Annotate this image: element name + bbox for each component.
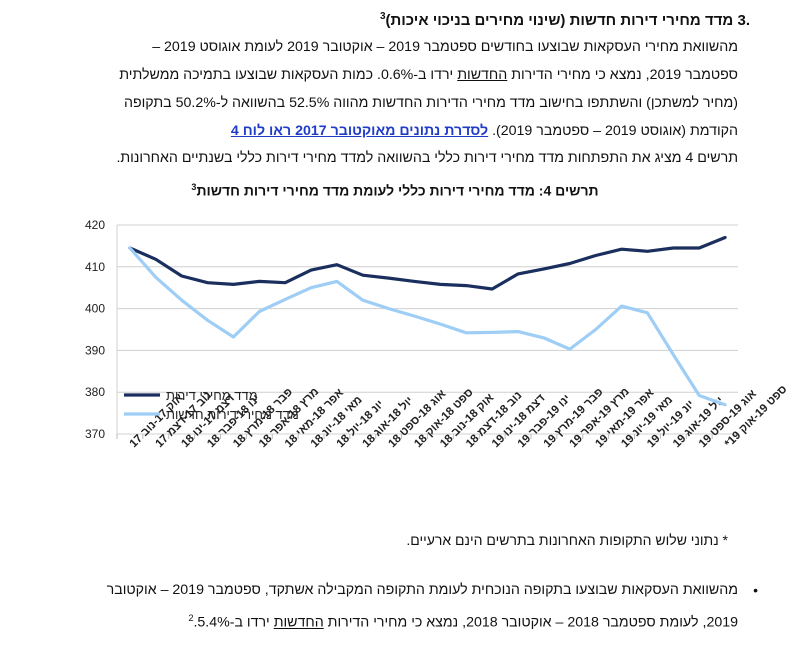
chart-lines bbox=[128, 235, 727, 407]
y-tick-label: 400 bbox=[85, 302, 105, 316]
legend-label: מדד מחירי דירות חדשות bbox=[166, 407, 299, 422]
paragraph-line-4: הקודמת (אוגוסט 2019 – ספטמבר 2019). לסדר… bbox=[48, 117, 738, 145]
y-tick-label: 410 bbox=[85, 260, 105, 274]
paragraph-line-3: (מחיר למשתכן) והשתתפו בחישוב מדד מחירי ה… bbox=[123, 95, 738, 111]
underlined-new: החדשות bbox=[273, 614, 324, 631]
series-line-new-dwellings-index bbox=[128, 246, 727, 407]
intro-paragraph: מהשוואת מחירי העסקאות שבוצעו בחודשים ספט… bbox=[48, 33, 738, 145]
y-tick-label: 370 bbox=[85, 427, 105, 441]
bullet-paragraph: • מהשוואת העסקאות שבוצעו בתקופה הנוכחית … bbox=[38, 576, 758, 637]
bullet-icon: • bbox=[753, 582, 758, 598]
chart-title: תרשים 4: מדד מחירי דירות כללי לעומת מדד … bbox=[0, 182, 790, 199]
underlined-new: החדשות bbox=[457, 67, 508, 83]
paragraph-line-2: ספטמבר 2019, נמצא כי מחירי הדירות החדשות… bbox=[48, 61, 738, 89]
y-tick-label: 390 bbox=[85, 343, 105, 357]
section-title: מדד מחירי דירות חדשות (שינוי מחירים בניכ… bbox=[385, 12, 734, 29]
chart-title-footnote: 3 bbox=[191, 182, 197, 192]
paragraph-line-1: מהשוואת מחירי העסקאות שבוצעו בחודשים ספט… bbox=[152, 39, 738, 55]
bullet-text: 2019, לעומת ספטמבר 2018 – אוקטובר 2018, … bbox=[323, 614, 738, 631]
paragraph-text: ספטמבר 2019, נמצא כי מחירי הדירות bbox=[507, 67, 738, 83]
paragraph-text: הקודמת (אוגוסט 2019 – ספטמבר 2019). bbox=[488, 123, 738, 139]
legend-label: מדד מחירי דירות bbox=[166, 388, 258, 403]
chart-title-text: תרשים 4: מדד מחירי דירות כללי לעומת מדד … bbox=[196, 182, 599, 199]
bullet-line-1: מהשוואת העסקאות שבוצעו בתקופה הנוכחית לע… bbox=[106, 582, 738, 598]
provisional-note: * נתוני שלוש התקופות האחרונות בתרשים הינ… bbox=[406, 532, 728, 548]
chart-legend: מדד מחירי דירות מדד מחירי דירות חדשות bbox=[124, 388, 299, 422]
paragraph-text: ירדו ב-0.6%. כמות העסקאות שבוצעו בתמיכה … bbox=[119, 67, 458, 83]
bullet-footnote: 2 bbox=[188, 613, 194, 623]
bullet-text: ירדו ב-5.4%. bbox=[193, 614, 274, 631]
y-tick-label: 380 bbox=[85, 385, 105, 399]
series-line-general-index bbox=[128, 235, 727, 291]
data-series-link[interactable]: לסדרת נתונים מאוקטובר 2017 ראו לוח 4 bbox=[230, 123, 489, 139]
bullet-line-2: 2019, לעומת ספטמבר 2018 – אוקטובר 2018, … bbox=[38, 604, 738, 637]
section-footnote: 3 bbox=[379, 11, 386, 22]
y-axis: 370 380 390 400 410 420 bbox=[85, 218, 105, 441]
section-number: .3 bbox=[737, 12, 750, 29]
section-heading: .3 מדד מחירי דירות חדשות (שינוי מחירים ב… bbox=[30, 6, 750, 32]
paragraph-line-5: תרשים 4 מציג את התפתחות מדד מחירי דירות … bbox=[116, 150, 738, 166]
y-tick-label: 420 bbox=[85, 218, 105, 232]
